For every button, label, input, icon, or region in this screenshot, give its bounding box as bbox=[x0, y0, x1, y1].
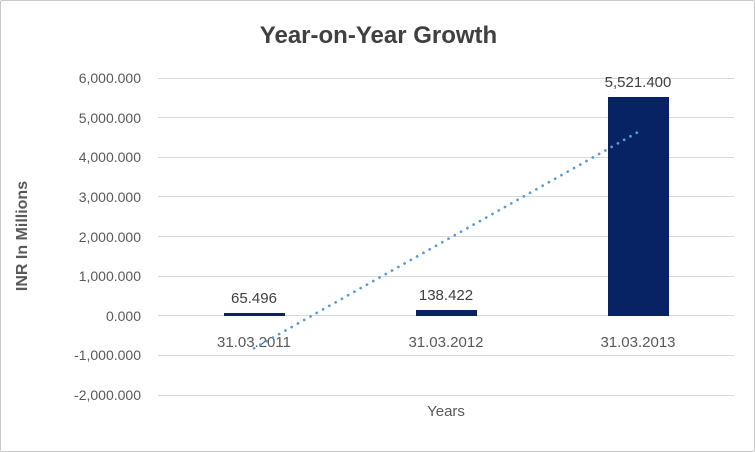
gridline bbox=[158, 354, 734, 356]
y-tick-label: 1,000.000 bbox=[78, 268, 141, 285]
x-category-label: 31.03.2013 bbox=[600, 333, 676, 351]
data-label: 65.496 bbox=[231, 290, 277, 308]
data-label: 138.422 bbox=[418, 287, 474, 305]
x-category-label: 31.03.2011 bbox=[217, 333, 291, 351]
y-tick-label: 5,000.000 bbox=[78, 109, 141, 126]
y-tick-label: 3,000.000 bbox=[78, 188, 141, 205]
y-tick-label: 0.000 bbox=[105, 307, 141, 324]
data-label: 5,521.400 bbox=[604, 73, 672, 91]
chart-title: Year-on-Year Growth bbox=[259, 22, 498, 49]
y-tick-label: -2,000.000 bbox=[74, 387, 141, 403]
gridline bbox=[158, 77, 734, 79]
gridline bbox=[158, 394, 734, 396]
y-tick-label: 4,000.000 bbox=[78, 149, 141, 166]
y-tick-label: -1,000.000 bbox=[74, 347, 141, 364]
y-tick-label: 2,000.000 bbox=[78, 228, 141, 245]
bar-31.03.2012[interactable] bbox=[415, 310, 477, 316]
x-axis-title: Years bbox=[427, 403, 465, 420]
gridline bbox=[158, 117, 734, 119]
bar-31.03.2011[interactable] bbox=[223, 313, 285, 316]
y-axis-title: INR In Millions bbox=[14, 180, 31, 292]
y-tick-label: 6,000.000 bbox=[78, 70, 141, 86]
x-category-label: 31.03.2012 bbox=[408, 333, 484, 351]
bar-31.03.2013[interactable] bbox=[607, 96, 669, 316]
